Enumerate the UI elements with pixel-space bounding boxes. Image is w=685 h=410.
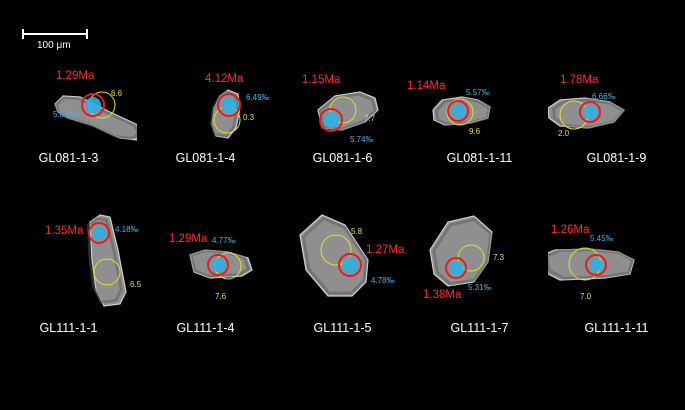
u-pb-analysis-spot — [207, 254, 229, 276]
grain-cell: 1.29Ma 4.77‰ 7.6 GL111-1-4 — [137, 208, 274, 398]
zircon-crystal-image — [548, 97, 626, 130]
age-label: 1.26Ma — [551, 224, 590, 236]
zircon-crystal-image — [299, 214, 369, 297]
growth-zoning — [548, 248, 635, 280]
scale-bar-label: 100 μm — [37, 40, 71, 51]
ti-spot-label: 6.6 — [111, 89, 123, 98]
growth-zoning — [54, 96, 137, 140]
grain-cell: 1.27Ma 4.78‰ 5.8 GL111-1-5 — [274, 208, 411, 398]
sample-name: GL081-1-3 — [38, 151, 99, 165]
age-label: 1.15Ma — [302, 74, 341, 86]
sample-name: GL111-1-7 — [450, 321, 509, 335]
sample-name: GL111-1-5 — [313, 321, 372, 335]
hf-analysis-spot — [589, 258, 603, 272]
grain-cell: 4.12Ma 6.49‰ 0.3 GL081-1-4 — [137, 68, 274, 258]
age-label: 1.35Ma — [45, 225, 84, 237]
growth-zoning — [551, 98, 626, 129]
u-pb-analysis-spot — [217, 93, 241, 117]
u-pb-analysis-spot — [88, 222, 110, 244]
u-pb-analysis-spot — [81, 93, 105, 117]
grain-cell: 1.26Ma 5.45‰ 7.0 GL111-1-11 — [548, 208, 685, 398]
age-label: 1.14Ma — [407, 80, 446, 92]
hf-analysis-spot — [211, 258, 225, 272]
grain-cell: 1.78Ma 6.66‰ 2.0 GL081-1-9 — [548, 68, 685, 258]
ti-analysis-spot — [446, 98, 474, 126]
u-pb-analysis-spot — [319, 108, 343, 132]
sample-name: GL081-1-6 — [312, 151, 373, 165]
hf-analysis-spot — [342, 257, 358, 273]
hf-isotope-label: 4.78‰ — [371, 276, 395, 285]
ti-spot-label: 7.0 — [580, 292, 592, 301]
zircon-crystal-image — [432, 96, 491, 126]
hf-isotope-label: 6.66‰ — [592, 92, 616, 101]
ti-spot-label: 7.6 — [215, 292, 227, 301]
ti-analysis-spot — [93, 258, 121, 286]
sample-name: GL111-1-4 — [176, 321, 235, 335]
zircon-crystal-image — [86, 214, 127, 307]
hf-isotope-label: 5.45‰ — [590, 234, 614, 243]
sample-name: GL081-1-4 — [175, 151, 236, 165]
sample-name: GL081-1-11 — [446, 151, 513, 165]
zircon-crystal-image — [210, 89, 241, 139]
u-pb-analysis-spot — [579, 101, 601, 123]
ti-analysis-spot — [320, 234, 352, 266]
zircon-crystal-image — [317, 91, 379, 132]
sample-name: GL111-1-11 — [584, 321, 649, 335]
growth-zoning — [189, 249, 250, 278]
zircon-crystal-image — [189, 249, 253, 280]
u-pb-analysis-spot — [445, 257, 467, 279]
u-pb-analysis-spot — [585, 254, 607, 276]
hf-isotope-label: 5.31‰ — [468, 283, 492, 292]
age-label: 4.12Ma — [205, 73, 244, 85]
u-pb-analysis-spot — [447, 100, 469, 122]
grain-cell: 1.38Ma 5.31‰ 7.3 GL111-1-7 — [411, 208, 548, 398]
hf-isotope-label: 4.18‰ — [115, 225, 139, 234]
growth-zoning — [86, 216, 123, 304]
hf-analysis-spot — [449, 261, 463, 275]
hf-analysis-spot — [583, 105, 597, 119]
zircon-crystal-image — [429, 215, 493, 287]
growth-zoning — [301, 216, 368, 295]
hf-isotope-label: 4.77‰ — [212, 236, 236, 245]
zircon-crystal-image — [54, 91, 137, 141]
age-label: 1.29Ma — [56, 70, 95, 82]
ti-spot-label: 0.3 — [243, 113, 255, 122]
grain-cell: 1.14Ma 5.57‰ 9.6 GL081-1-11 — [407, 68, 548, 258]
ti-spot-label: 7.3 — [493, 253, 505, 262]
hf-isotope-label: 5.88‰ — [53, 110, 77, 119]
hf-analysis-spot — [323, 112, 339, 128]
age-label: 1.29Ma — [169, 233, 208, 245]
growth-zoning — [432, 217, 493, 286]
grain-cell: 1.15Ma 5.74‰ 7.7 GL081-1-6 — [274, 68, 411, 258]
ti-spot-label: 2.0 — [558, 129, 570, 138]
hf-analysis-spot — [92, 226, 106, 240]
ti-spot-label: 9.6 — [469, 127, 481, 136]
sample-name: GL111-1-1 — [39, 321, 98, 335]
zircon-crystal-image — [548, 247, 635, 281]
age-label: 1.78Ma — [560, 74, 599, 86]
sample-name: GL081-1-9 — [586, 151, 647, 165]
ti-spot-label: 6.5 — [130, 280, 142, 289]
u-pb-analysis-spot — [338, 253, 362, 277]
hf-analysis-spot — [221, 97, 237, 113]
ti-spot-label: 5.8 — [351, 227, 363, 236]
grain-cell: 1.29Ma 5.88‰ 6.6 GL081-1-3 — [0, 68, 137, 258]
hf-isotope-label: 5.57‰ — [466, 88, 490, 97]
hf-analysis-spot — [451, 104, 465, 118]
age-label: 1.27Ma — [366, 244, 405, 256]
scale-bar — [22, 29, 88, 39]
hf-analysis-spot — [85, 97, 101, 113]
grain-cell: 1.35Ma 4.18‰ 6.5 GL111-1-1 — [0, 208, 141, 398]
hf-isotope-label: 5.74‰ — [350, 135, 374, 144]
ti-spot-label: 7.7 — [364, 114, 376, 123]
hf-isotope-label: 6.49‰ — [246, 93, 270, 102]
age-label: 1.38Ma — [423, 289, 462, 301]
